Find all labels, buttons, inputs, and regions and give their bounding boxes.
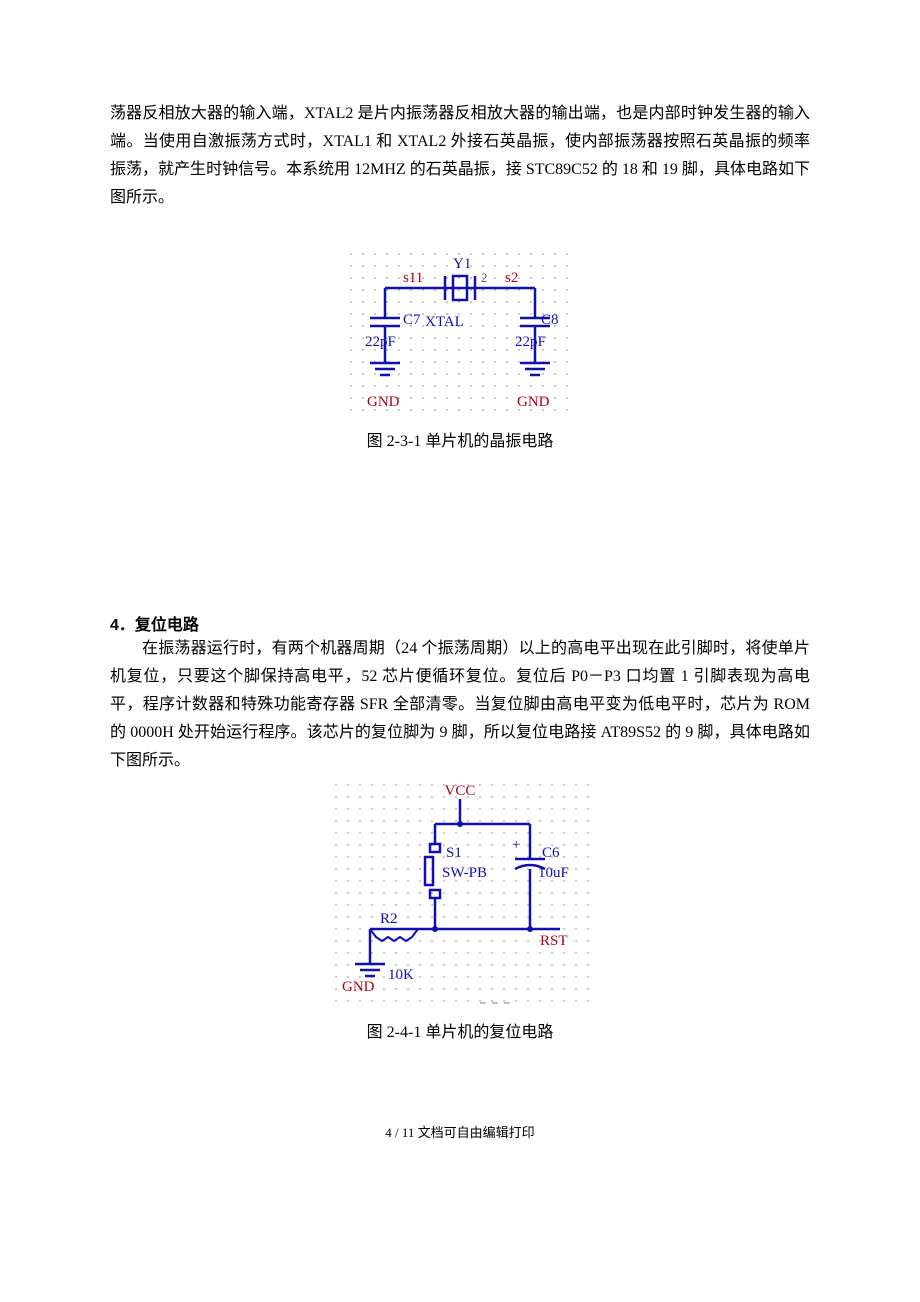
xtal-net: XTAL — [425, 314, 464, 330]
crystal-pin2-num: 2 — [481, 270, 488, 285]
c7-value: 22pF — [365, 334, 396, 350]
c8-value: 22pF — [515, 334, 546, 350]
r2-value: 10K — [388, 967, 414, 983]
crystal-schematic: Y1 s11 2 s2 C7 22pF C8 2 — [345, 248, 575, 418]
paragraph-reset: 在振荡器运行时，有两个机器周期（24 个振荡周期）以上的高电平出现在此引脚时，将… — [110, 635, 810, 775]
figure2-caption: 图 2-4-1 单片机的复位电路 — [110, 1018, 810, 1042]
c6-desig: C6 — [542, 845, 560, 861]
crystal-pin-right: s2 — [505, 270, 518, 286]
s1-desig: S1 — [446, 845, 462, 861]
vcc-label: VCC — [445, 783, 476, 799]
r2-desig: R2 — [380, 911, 398, 927]
reset-schematic: VCC S1 SW-PB + C6 — [330, 779, 590, 1009]
paragraph-xtal: 荡器反相放大器的输入端，XTAL2 是片内振荡器反相放大器的输出端，也是内部时钟… — [110, 100, 810, 212]
crystal-pin-left: s11 — [403, 270, 423, 286]
c7-desig: C7 — [403, 312, 421, 328]
c8-desig: C8 — [541, 312, 559, 328]
gnd-label-2: GND — [342, 979, 375, 995]
page: 荡器反相放大器的输入端，XTAL2 是片内振荡器反相放大器的输出端，也是内部时钟… — [0, 0, 920, 1201]
section4-heading: 4．复位电路 — [110, 611, 810, 635]
crystal-desig: Y1 — [453, 256, 471, 272]
gnd-left: GND — [367, 394, 400, 410]
s1-value: SW-PB — [442, 865, 487, 881]
c6-value: 10uF — [538, 865, 569, 881]
page-footer: 4 / 11 文档可自由编辑打印 — [110, 1122, 810, 1141]
rst-label: RST — [540, 933, 568, 949]
figure-reset-circuit: VCC S1 SW-PB + C6 — [110, 779, 810, 1042]
figure-crystal-circuit: Y1 s11 2 s2 C7 22pF C8 2 — [110, 248, 810, 451]
c6-plus: + — [512, 837, 520, 853]
gnd-right: GND — [517, 394, 550, 410]
figure1-caption: 图 2-3-1 单片机的晶振电路 — [110, 427, 810, 451]
